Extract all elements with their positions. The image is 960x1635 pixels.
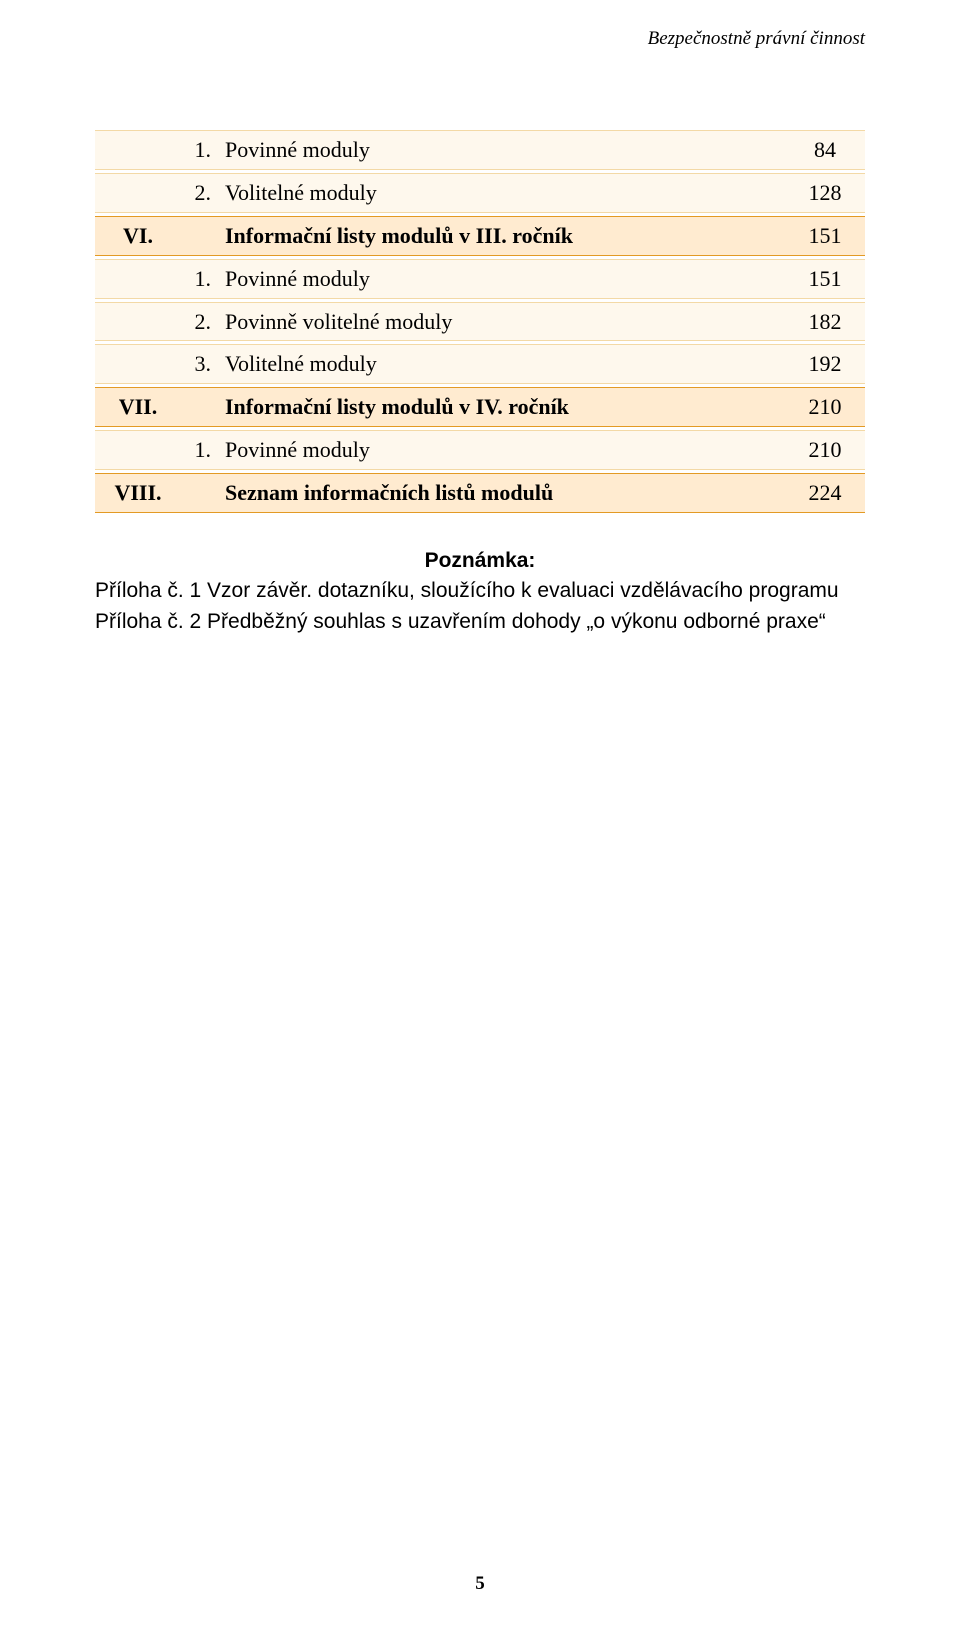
toc-roman	[95, 344, 181, 384]
toc-row: VIII. Seznam informačních listů modulů224	[95, 473, 865, 513]
toc-row: 2.Volitelné moduly128	[95, 173, 865, 213]
toc-subnum: 1.	[181, 130, 219, 170]
page-container: Bezpečnostně právní činnost 1.Povinné mo…	[0, 0, 960, 1635]
toc-title: Povinné moduly	[219, 430, 785, 470]
toc-roman	[95, 430, 181, 470]
toc-subnum	[181, 216, 219, 256]
toc-roman: VI.	[95, 216, 181, 256]
toc-subnum: 1.	[181, 430, 219, 470]
toc-title: Povinné moduly	[219, 259, 785, 299]
toc-page: 182	[785, 302, 865, 342]
toc-title: Volitelné moduly	[219, 344, 785, 384]
toc-page: 84	[785, 130, 865, 170]
toc-row: 1.Povinné moduly151	[95, 259, 865, 299]
toc-subnum	[181, 473, 219, 513]
toc-page: 210	[785, 387, 865, 427]
toc-row: VI. Informační listy modulů v III. ročník…	[95, 216, 865, 256]
toc-roman	[95, 259, 181, 299]
toc-title: Povinně volitelné moduly	[219, 302, 785, 342]
note-line-2: Příloha č. 2 Předběžný souhlas s uzavřen…	[95, 607, 865, 637]
toc-subnum: 1.	[181, 259, 219, 299]
toc-row: 3.Volitelné moduly192	[95, 344, 865, 384]
running-header: Bezpečnostně právní činnost	[648, 28, 865, 50]
page-number: 5	[0, 1573, 960, 1595]
toc-row: VII. Informační listy modulů v IV. ročník…	[95, 387, 865, 427]
toc-title: Volitelné moduly	[219, 173, 785, 213]
toc-page: 224	[785, 473, 865, 513]
toc-page: 151	[785, 259, 865, 299]
toc-body: 1.Povinné moduly842.Volitelné moduly128V…	[95, 130, 865, 513]
toc-row: 1.Povinné moduly84	[95, 130, 865, 170]
toc-title: Informační listy modulů v IV. ročník	[219, 387, 785, 427]
note-line-1: Příloha č. 1 Vzor závěr. dotazníku, slou…	[95, 576, 865, 606]
toc-roman	[95, 173, 181, 213]
toc-subnum: 2.	[181, 173, 219, 213]
toc-roman	[95, 302, 181, 342]
toc-roman	[95, 130, 181, 170]
toc-title: Seznam informačních listů modulů	[219, 473, 785, 513]
toc-subnum: 2.	[181, 302, 219, 342]
toc-row: 1.Povinné moduly210	[95, 430, 865, 470]
note-heading: Poznámka:	[95, 546, 865, 576]
toc-subnum	[181, 387, 219, 427]
toc-page: 128	[785, 173, 865, 213]
toc-roman: VII.	[95, 387, 181, 427]
toc-page: 151	[785, 216, 865, 256]
toc-row: 2.Povinně volitelné moduly182	[95, 302, 865, 342]
toc-page: 192	[785, 344, 865, 384]
toc-title: Povinné moduly	[219, 130, 785, 170]
note-block: Poznámka: Příloha č. 1 Vzor závěr. dotaz…	[95, 546, 865, 637]
toc-page: 210	[785, 430, 865, 470]
toc-table: 1.Povinné moduly842.Volitelné moduly128V…	[95, 127, 865, 516]
toc-title: Informační listy modulů v III. ročník	[219, 216, 785, 256]
toc-subnum: 3.	[181, 344, 219, 384]
toc-roman: VIII.	[95, 473, 181, 513]
